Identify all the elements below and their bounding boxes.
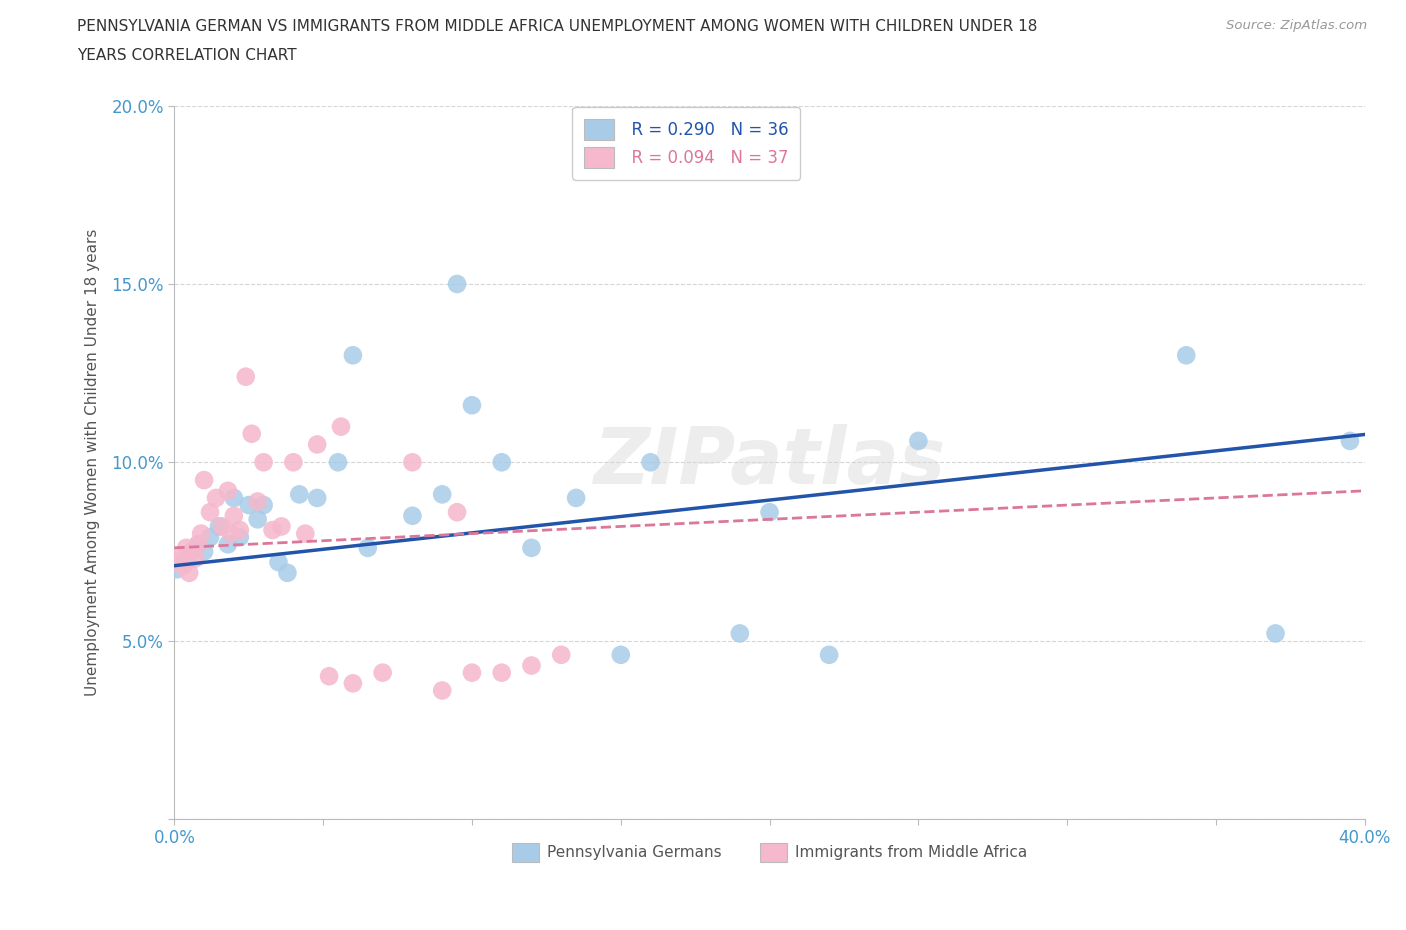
Point [193, 472, 215, 487]
Point [270, 519, 292, 534]
Point [307, 490, 329, 505]
Point [217, 537, 239, 551]
Point [174, 554, 197, 569]
Point [818, 647, 841, 662]
Point [187, 537, 209, 551]
Text: PENNSYLVANIA GERMAN VS IMMIGRANTS FROM MIDDLE AFRICA UNEMPLOYMENT AMONG WOMEN WI: PENNSYLVANIA GERMAN VS IMMIGRANTS FROM M… [77, 19, 1038, 33]
Point [342, 676, 364, 691]
Point [246, 494, 269, 509]
Point [193, 544, 215, 559]
Y-axis label: Unemployment Among Women with Children Under 18 years: Unemployment Among Women with Children U… [86, 229, 100, 696]
Point [169, 548, 191, 563]
Point [252, 498, 274, 512]
Point [330, 419, 353, 434]
Point [240, 426, 263, 441]
Point [565, 490, 588, 505]
Point [446, 505, 468, 520]
Point [550, 647, 572, 662]
Point [246, 512, 269, 526]
Point [172, 558, 194, 573]
Point [357, 540, 380, 555]
Legend: Pennsylvania Germans, Immigrants from Middle Africa: Pennsylvania Germans, Immigrants from Mi… [506, 836, 1033, 869]
Text: YEARS CORRELATION CHART: YEARS CORRELATION CHART [77, 48, 297, 63]
Point [198, 530, 221, 545]
Point [262, 523, 284, 538]
Point [758, 505, 780, 520]
Point [288, 487, 311, 502]
Point [174, 540, 197, 555]
Point [491, 665, 513, 680]
Point [1264, 626, 1286, 641]
Point [222, 509, 245, 524]
Text: Source: ZipAtlas.com: Source: ZipAtlas.com [1226, 19, 1367, 32]
Point [401, 509, 423, 524]
Point [520, 540, 543, 555]
Point [1339, 433, 1361, 448]
Point [208, 519, 231, 534]
Point [217, 484, 239, 498]
Point [181, 544, 204, 559]
Point [446, 276, 468, 291]
Point [190, 526, 212, 541]
Point [229, 530, 252, 545]
Point [267, 554, 290, 569]
Point [907, 433, 929, 448]
Point [166, 562, 188, 577]
Point [401, 455, 423, 470]
Point [198, 505, 221, 520]
Point [283, 455, 305, 470]
Point [491, 455, 513, 470]
Point [252, 455, 274, 470]
Point [219, 526, 242, 541]
Point [181, 544, 204, 559]
Point [187, 537, 209, 551]
Point [430, 487, 453, 502]
Point [235, 369, 257, 384]
Point [294, 526, 316, 541]
Point [371, 665, 394, 680]
Point [640, 455, 662, 470]
Point [222, 490, 245, 505]
Point [461, 398, 484, 413]
Point [307, 437, 329, 452]
Point [728, 626, 751, 641]
Point [184, 551, 207, 566]
Point [166, 554, 188, 569]
Point [1175, 348, 1198, 363]
Point [520, 658, 543, 673]
Point [342, 348, 364, 363]
Point [276, 565, 298, 580]
Point [318, 669, 340, 684]
Point [238, 498, 260, 512]
Point [430, 683, 453, 698]
Point [205, 490, 228, 505]
Point [461, 665, 484, 680]
Point [326, 455, 349, 470]
Point [211, 519, 233, 534]
Point [610, 647, 633, 662]
Text: ZIPatlas: ZIPatlas [593, 424, 946, 500]
Point [229, 523, 252, 538]
Point [179, 565, 201, 580]
